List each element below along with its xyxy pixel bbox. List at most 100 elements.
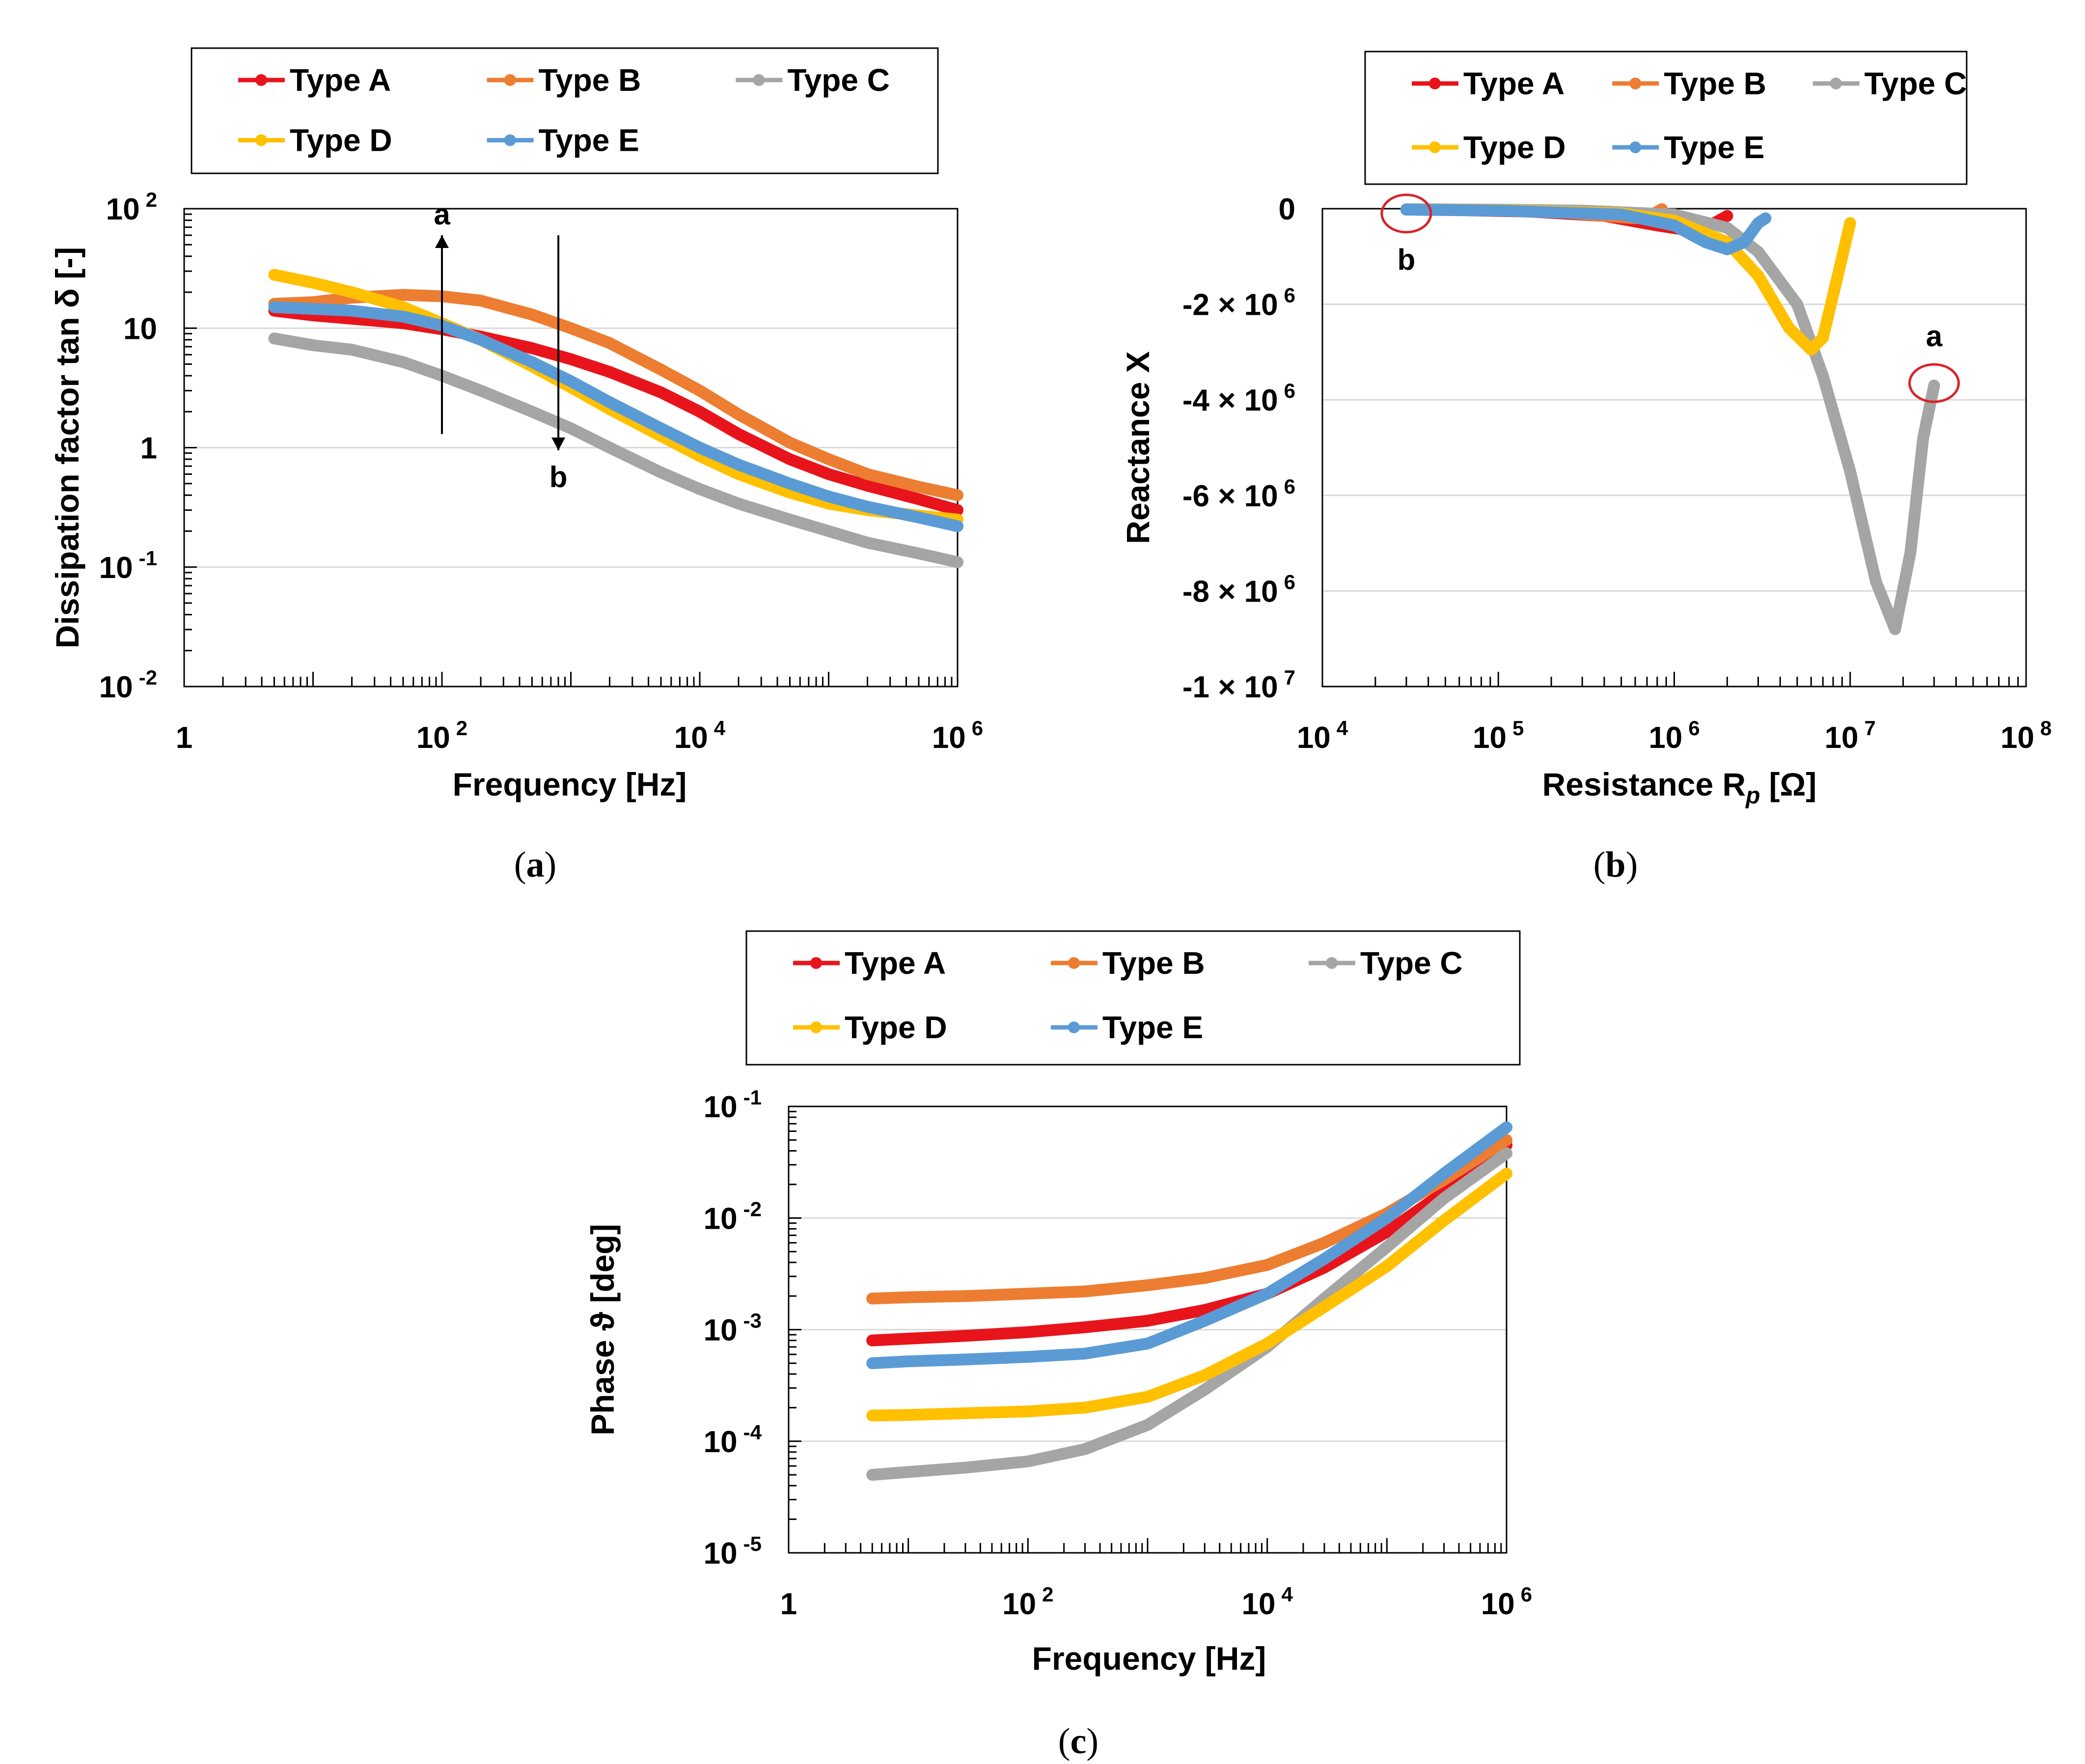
data-point-type-b: [565, 322, 577, 334]
data-point-type-d: [346, 286, 358, 299]
data-point-type-e: [861, 500, 874, 513]
data-point-type-b: [733, 408, 745, 420]
data-point-type-c: [952, 556, 963, 568]
data-point-type-e: [1501, 1121, 1512, 1133]
data-point-type-a: [866, 1334, 878, 1347]
data-point-type-e: [1759, 212, 1772, 224]
series-type-d: [866, 1167, 1512, 1422]
legend-marker-type-c: [1326, 957, 1338, 969]
data-point-type-c: [1870, 575, 1882, 587]
data-point-type-b: [397, 289, 409, 301]
data-point-type-a: [655, 386, 667, 399]
data-point-type-c: [1721, 221, 1733, 234]
legend-marker-type-a: [1429, 78, 1441, 89]
data-point-type-e: [1022, 1351, 1034, 1363]
y-tick-label: -4 × 10 6: [1182, 379, 1295, 417]
data-point-type-a: [604, 366, 616, 378]
x-tick-label: 10 2: [416, 717, 467, 755]
data-point-type-c: [1142, 1419, 1153, 1431]
data-point-type-d: [959, 1407, 971, 1419]
data-point-type-e: [346, 304, 358, 317]
data-point-type-e: [475, 333, 487, 346]
legend-label-type-a: Type A: [845, 945, 946, 981]
data-point-type-d: [1079, 1402, 1091, 1414]
x-tick-label: 10 4: [1297, 717, 1348, 755]
x-tick-label: 10 6: [1481, 1583, 1532, 1621]
data-point-type-d: [1752, 270, 1764, 282]
series-type-c: [866, 1147, 1512, 1481]
data-point-type-b: [784, 437, 796, 449]
legend-label-type-a: Type A: [290, 62, 391, 98]
panel-c: 1 10 2 10 4 10 6 10 -5 10 -4 10 -3 10 -2 10 -1 Frequency …: [584, 930, 1532, 1762]
legend-box: [191, 47, 939, 174]
data-point-type-d: [1805, 344, 1817, 356]
data-point-type-b: [694, 385, 706, 397]
x-tick-label: 10 6: [1648, 717, 1700, 755]
data-point-type-c: [1791, 298, 1803, 310]
data-point-type-e: [397, 310, 409, 323]
y-tick-label: 10 -4: [704, 1421, 762, 1459]
data-point-type-a: [1142, 1315, 1153, 1327]
data-point-type-b: [823, 453, 835, 466]
data-point-type-e: [1261, 1288, 1273, 1300]
y-tick-label: 10 -2: [99, 666, 157, 704]
data-point-type-a: [526, 342, 538, 354]
data-point-type-b: [1022, 1288, 1034, 1300]
data-point-type-b: [604, 337, 616, 349]
data-point-type-d: [1318, 1301, 1330, 1313]
data-point-type-e: [952, 520, 963, 532]
legend-marker-type-e: [504, 134, 516, 146]
legend-label-type-d: Type D: [1463, 130, 1566, 165]
legend-marker-type-d: [810, 1021, 822, 1033]
data-point-type-c: [526, 406, 538, 418]
data-point-type-c: [655, 467, 667, 479]
legend-box: [745, 930, 1521, 1066]
data-point-type-a: [694, 406, 706, 418]
data-point-type-e: [823, 490, 835, 502]
data-point-type-b: [861, 468, 874, 480]
data-point-type-e: [1668, 220, 1680, 232]
data-point-type-c: [823, 525, 835, 537]
data-point-type-d: [1199, 1369, 1211, 1381]
data-point-type-e: [1699, 236, 1711, 248]
data-point-type-e: [1199, 1315, 1211, 1327]
data-point-type-b: [866, 1293, 878, 1305]
data-point-type-b: [1501, 1134, 1512, 1146]
data-point-type-c: [1079, 1443, 1091, 1455]
x-tick-label: 10 7: [1825, 717, 1876, 755]
data-point-type-a: [1721, 210, 1733, 222]
y-axis-label: Reactance X: [1120, 351, 1156, 544]
data-point-type-e: [902, 1355, 914, 1368]
data-point-type-b: [1142, 1279, 1153, 1292]
data-point-type-d: [1501, 1167, 1512, 1180]
y-tick-label: 10 -1: [704, 1086, 762, 1124]
annotation-label: b: [549, 461, 568, 494]
x-axis-label: Resistance Rp [Ω]: [1542, 766, 1817, 809]
data-point-type-c: [1904, 547, 1917, 559]
data-point-type-c: [1199, 1383, 1211, 1396]
data-point-type-b: [475, 295, 487, 307]
data-point-type-a: [861, 480, 874, 492]
x-tick-label: 10 4: [674, 717, 726, 755]
data-point-type-b: [1079, 1285, 1091, 1297]
x-tick-label: 10 5: [1473, 717, 1524, 755]
panel-caption: (c): [1058, 1721, 1098, 1762]
annotation-label: b: [1398, 244, 1416, 276]
data-point-type-c: [694, 483, 706, 495]
legend-label-type-b: Type B: [539, 62, 641, 98]
data-point-type-a: [733, 428, 745, 440]
data-point-type-e: [1142, 1337, 1153, 1350]
data-point-type-b: [902, 1291, 914, 1303]
data-point-type-d: [1844, 217, 1856, 229]
x-tick-label: 10 6: [932, 717, 983, 755]
legend-marker-type-c: [1830, 78, 1842, 89]
data-point-type-c: [959, 1461, 971, 1474]
x-tick-label: 10 8: [2001, 717, 2052, 755]
annotation-circle: [1908, 363, 1960, 403]
data-point-type-d: [866, 1409, 878, 1422]
panel-a: 1 10 2 10 4 10 6 10 -2 10 -1 1 10 10 2 Frequency [Hz] Di…: [49, 47, 983, 885]
x-axis-label: Frequency [Hz]: [453, 766, 687, 802]
series-type-c: [1400, 203, 1940, 635]
data-point-type-c: [268, 332, 280, 345]
